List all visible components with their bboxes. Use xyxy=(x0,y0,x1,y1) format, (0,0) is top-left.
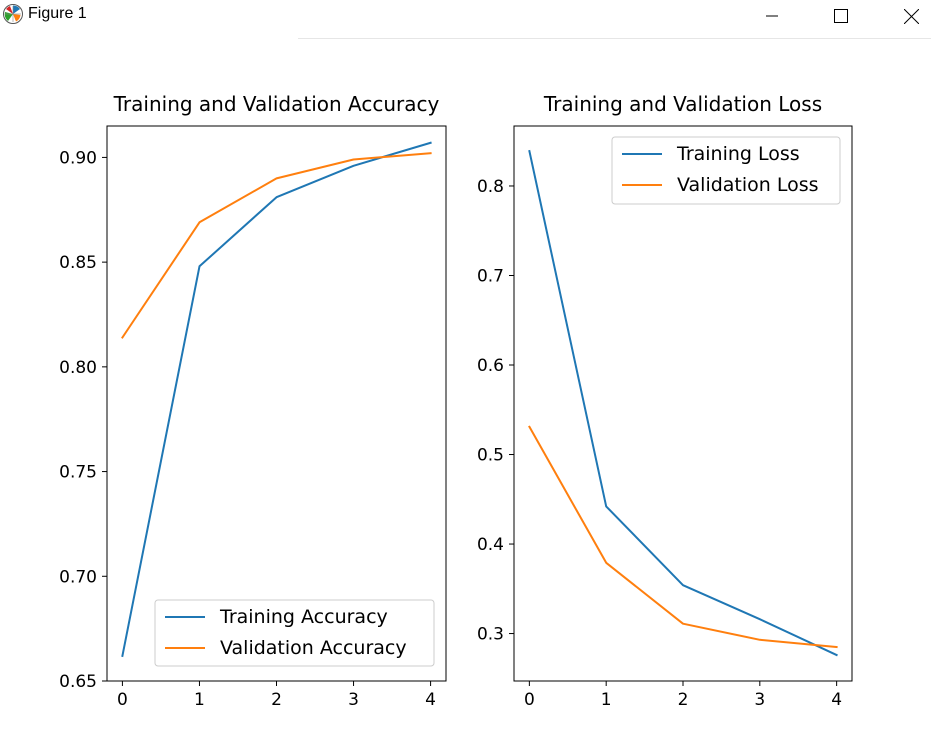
minimize-icon xyxy=(766,15,778,17)
x-tick-label: 4 xyxy=(425,690,436,710)
x-tick-label: 3 xyxy=(754,690,765,710)
legend: Training Accuracy Validation Accuracy xyxy=(154,599,435,667)
y-tick-label: 0.75 xyxy=(59,463,97,483)
chart-panel-2: Training and Validation Loss 0 1 2 3 4 0.3 0.4 0… xyxy=(477,92,853,710)
x-tick-label: 0 xyxy=(524,690,535,710)
minimize-button[interactable] xyxy=(749,0,795,32)
chart-title: Training and Validation Loss xyxy=(543,92,822,116)
y-tick-label: 0.5 xyxy=(477,446,504,466)
y-tick-label: 0.3 xyxy=(477,625,504,645)
maximize-icon xyxy=(834,9,848,23)
axes-frame xyxy=(513,125,853,682)
series-line-2 xyxy=(121,152,432,339)
series-line-2 xyxy=(528,425,838,649)
series-line-1 xyxy=(121,141,432,658)
maximize-button[interactable] xyxy=(818,0,864,32)
x-tick-label: 2 xyxy=(678,690,689,710)
y-tick-label: 0.90 xyxy=(59,148,97,168)
y-tick-label: 0.6 xyxy=(477,356,504,376)
y-tick-label: 0.8 xyxy=(477,177,504,197)
x-tick-label: 3 xyxy=(348,690,359,710)
legend-label-1: Training Accuracy xyxy=(219,606,388,628)
y-tick-label: 0.85 xyxy=(59,253,97,273)
x-tick-label: 1 xyxy=(601,690,612,710)
y-tick-label: 0.65 xyxy=(59,672,97,692)
legend-label-2: Validation Accuracy xyxy=(220,637,407,659)
legend-label-1: Training Loss xyxy=(676,143,800,165)
y-tick-label: 0.7 xyxy=(477,266,504,286)
x-tick-label: 0 xyxy=(117,690,128,710)
matplotlib-icon xyxy=(3,4,23,24)
chart-panel-1: Training and Validation Accuracy 0 1 2 3 4 0.6… xyxy=(59,92,447,710)
x-tick-label: 4 xyxy=(831,690,842,710)
chart-title: Training and Validation Accuracy xyxy=(113,92,440,116)
y-tick-label: 0.70 xyxy=(59,567,97,587)
close-button[interactable] xyxy=(888,0,931,32)
legend-label-2: Validation Loss xyxy=(677,174,819,196)
y-tick-label: 0.4 xyxy=(477,535,504,555)
series-line-1 xyxy=(528,149,838,657)
legend-box xyxy=(154,599,435,667)
close-icon xyxy=(903,8,919,24)
toolbar-separator xyxy=(298,38,931,39)
y-tick-label: 0.80 xyxy=(59,358,97,378)
window-titlebar: Figure 1 xyxy=(0,0,931,32)
legend-box xyxy=(611,136,841,205)
axes-frame xyxy=(106,125,447,682)
legend: Training Loss Validation Loss xyxy=(611,136,841,205)
x-tick-label: 1 xyxy=(194,690,205,710)
x-tick-label: 2 xyxy=(271,690,282,710)
window-title: Figure 1 xyxy=(28,5,87,22)
